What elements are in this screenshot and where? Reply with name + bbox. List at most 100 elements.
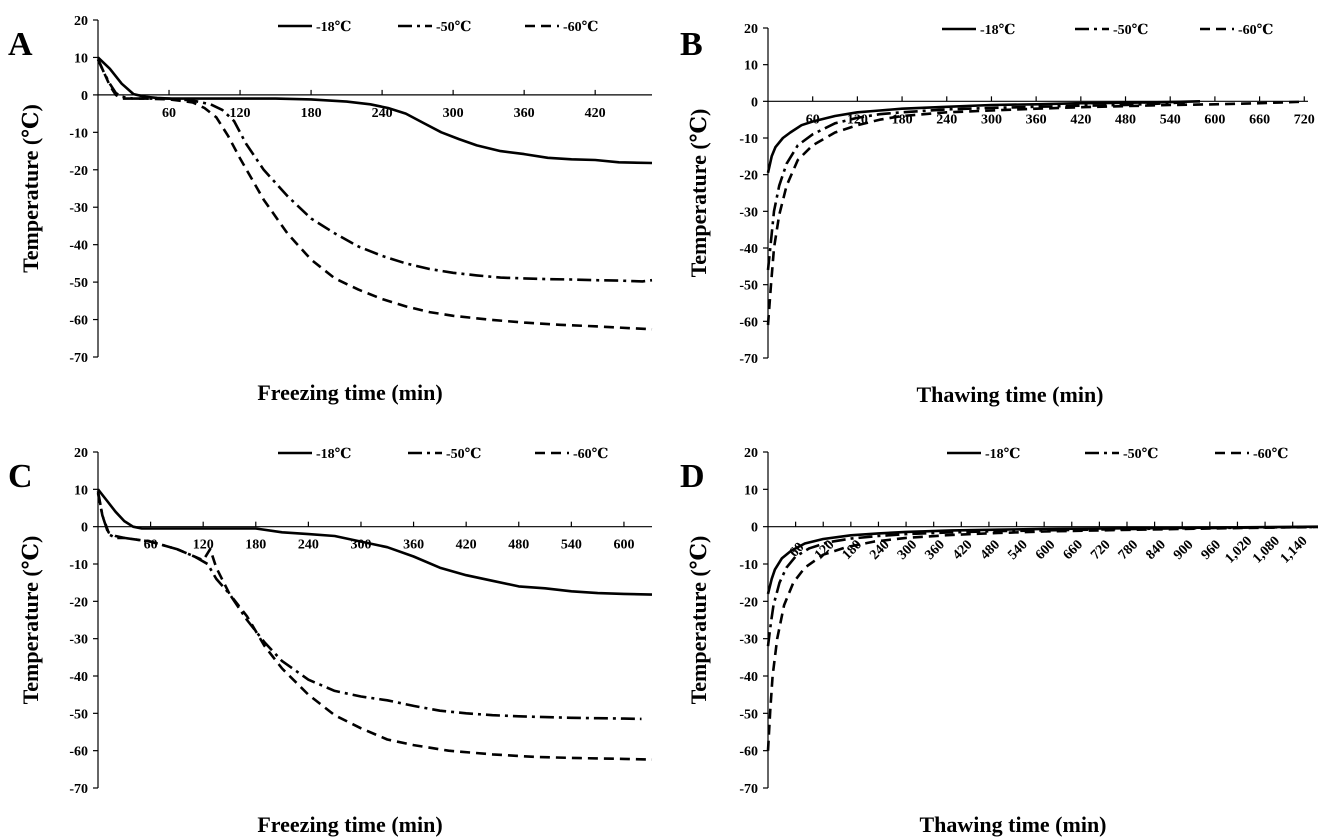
y-tick-label: 0 bbox=[81, 521, 88, 536]
y-tick-label: 20 bbox=[74, 446, 88, 461]
x-tick-label: 1,140 bbox=[1278, 534, 1311, 567]
x-tick-label: 600 bbox=[1204, 112, 1225, 127]
legend-label: -60℃ bbox=[1253, 447, 1289, 462]
x-tick-label: 960 bbox=[1199, 537, 1224, 562]
y-tick-label: -50 bbox=[69, 707, 88, 722]
panel-letter: C bbox=[8, 458, 33, 495]
panel-a: A 20 10 0 -10 -20 -30 -40 -50 -60 -70 60 120 180 240 30… bbox=[8, 14, 653, 405]
legend-label: -60℃ bbox=[573, 447, 609, 462]
y-tick-label: -50 bbox=[739, 707, 758, 722]
x-tick-label: 480 bbox=[508, 538, 529, 553]
y-tick-label: -60 bbox=[69, 745, 88, 760]
y-tick-label: -70 bbox=[739, 782, 758, 797]
x-tick-label: 1,080 bbox=[1250, 534, 1283, 567]
x-axis-title: Freezing time (min) bbox=[257, 380, 442, 405]
x-tick-label: 720 bbox=[1294, 112, 1315, 127]
x-tick-label: 360 bbox=[403, 538, 424, 553]
x-axis-title: Thawing time (min) bbox=[917, 382, 1104, 407]
legend-label: -60℃ bbox=[563, 20, 599, 35]
y-tick-label: 10 bbox=[744, 59, 758, 74]
y-tick-label: -40 bbox=[739, 242, 758, 257]
y-tick-label: -10 bbox=[739, 558, 758, 573]
y-tick-label: 20 bbox=[744, 446, 758, 461]
y-axis-title: Temperature (℃) bbox=[18, 536, 43, 705]
series-line-solid bbox=[766, 100, 1201, 174]
y-tick-label: 0 bbox=[751, 521, 758, 536]
y-tick-label: -30 bbox=[739, 633, 758, 648]
y-tick-label: -20 bbox=[69, 595, 88, 610]
y-tick-label: 20 bbox=[744, 22, 758, 37]
legend-label: -50℃ bbox=[436, 20, 472, 35]
y-tick-label: -20 bbox=[739, 595, 758, 610]
legend-label: -18℃ bbox=[985, 447, 1021, 462]
y-tick-label: -10 bbox=[69, 558, 88, 573]
x-tick-label: 600 bbox=[613, 538, 634, 553]
x-tick-label: 780 bbox=[1116, 537, 1141, 562]
series-line-dashed bbox=[766, 100, 1305, 326]
x-tick-label: 600 bbox=[1033, 537, 1058, 562]
series-line-dashed bbox=[766, 525, 1319, 751]
x-tick-label: 240 bbox=[936, 112, 957, 127]
x-tick-label: 360 bbox=[514, 106, 535, 121]
x-tick-label: 540 bbox=[1005, 537, 1030, 562]
series-line-dashdot bbox=[96, 490, 642, 721]
x-axis-title: Freezing time (min) bbox=[257, 812, 442, 837]
series-line-dashed bbox=[96, 58, 653, 331]
y-tick-label: -70 bbox=[69, 782, 88, 797]
y-tick-label: -40 bbox=[739, 670, 758, 685]
y-tick-label: -30 bbox=[69, 201, 88, 216]
series-line-solid bbox=[96, 488, 653, 596]
y-tick-label: -70 bbox=[739, 352, 758, 367]
y-tick-label: -60 bbox=[739, 745, 758, 760]
y-tick-label: -70 bbox=[69, 351, 88, 366]
y-tick-label: 0 bbox=[751, 95, 758, 110]
x-tick-label: 1,020 bbox=[1223, 534, 1256, 567]
y-axis-title: Temperature (℃) bbox=[18, 104, 43, 273]
x-tick-label: 300 bbox=[981, 112, 1002, 127]
y-tick-label: 20 bbox=[74, 14, 88, 29]
x-tick-label: 360 bbox=[1026, 112, 1047, 127]
x-tick-label: 240 bbox=[298, 538, 319, 553]
legend-label: -50℃ bbox=[1113, 23, 1149, 38]
x-tick-label: 420 bbox=[456, 538, 477, 553]
x-tick-label: 180 bbox=[840, 537, 865, 562]
legend-label: -60℃ bbox=[1238, 23, 1274, 38]
x-tick-label: 480 bbox=[978, 537, 1003, 562]
panel-letter: A bbox=[8, 26, 33, 63]
y-tick-label: -50 bbox=[739, 279, 758, 294]
legend-label: -18℃ bbox=[980, 23, 1016, 38]
legend-label: -50℃ bbox=[1123, 447, 1159, 462]
y-tick-label: -10 bbox=[739, 132, 758, 147]
x-tick-label: 180 bbox=[245, 538, 266, 553]
y-tick-label: -30 bbox=[69, 633, 88, 648]
y-tick-label: -60 bbox=[739, 315, 758, 330]
x-tick-label: 720 bbox=[1088, 537, 1113, 562]
x-tick-label: 420 bbox=[585, 106, 606, 121]
y-tick-label: -40 bbox=[69, 239, 88, 254]
y-tick-label: -20 bbox=[739, 169, 758, 184]
x-tick-label: 300 bbox=[443, 106, 464, 121]
x-tick-label: 480 bbox=[1115, 112, 1136, 127]
x-tick-label: 540 bbox=[1160, 112, 1181, 127]
x-tick-label: 420 bbox=[1070, 112, 1091, 127]
x-tick-label: 120 bbox=[230, 106, 251, 121]
series-line-dashed bbox=[96, 492, 653, 761]
y-axis-title: Temperature (℃) bbox=[686, 109, 711, 278]
y-tick-label: -40 bbox=[69, 670, 88, 685]
y-tick-label: 10 bbox=[74, 51, 88, 66]
x-tick-label: 900 bbox=[1171, 537, 1196, 562]
x-tick-label: 180 bbox=[301, 106, 322, 121]
x-tick-label: 840 bbox=[1143, 537, 1168, 562]
y-tick-label: -50 bbox=[69, 276, 88, 291]
series-line-solid bbox=[97, 56, 653, 165]
x-tick-label: 360 bbox=[922, 537, 947, 562]
panel-letter: B bbox=[680, 26, 703, 63]
series-line-dashdot bbox=[96, 58, 653, 283]
x-tick-label: 420 bbox=[950, 537, 975, 562]
y-tick-label: 10 bbox=[74, 483, 88, 498]
x-tick-label: 120 bbox=[193, 538, 214, 553]
